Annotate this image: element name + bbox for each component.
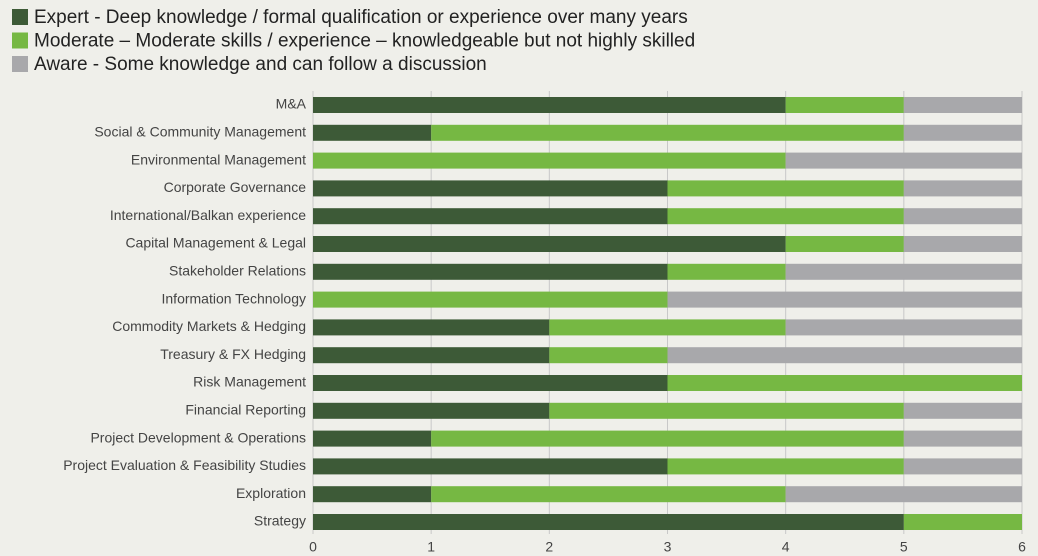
bar-segment bbox=[785, 97, 904, 113]
legend-label: Aware - Some knowledge and can follow a … bbox=[34, 54, 487, 75]
y-tick-label: Project Evaluation & Feasibility Studies bbox=[63, 457, 306, 473]
bar-segment bbox=[667, 180, 904, 197]
bar-segment bbox=[313, 208, 668, 225]
bar-segment bbox=[903, 97, 1022, 113]
x-tick-label: 1 bbox=[427, 539, 435, 555]
y-tick-label: Commodity Markets & Hedging bbox=[112, 318, 306, 334]
legend-label: Expert - Deep knowledge / formal qualifi… bbox=[34, 7, 688, 28]
bar-segment bbox=[785, 319, 1022, 336]
bar-segment bbox=[431, 124, 904, 141]
x-tick-label: 6 bbox=[1018, 539, 1026, 555]
bar-segment bbox=[785, 152, 1022, 169]
bar-segment bbox=[313, 319, 550, 336]
y-tick-label: Financial Reporting bbox=[185, 402, 306, 418]
bar-segment bbox=[667, 208, 904, 225]
bar-segment bbox=[431, 430, 904, 447]
y-tick-label: Information Technology bbox=[162, 290, 307, 306]
bar-segment bbox=[667, 347, 1022, 364]
bar-segment bbox=[549, 347, 668, 364]
bar-segment bbox=[667, 263, 786, 280]
bar-segment bbox=[785, 263, 1022, 280]
x-tick-label: 4 bbox=[782, 539, 790, 555]
y-tick-label: Treasury & FX Hedging bbox=[160, 346, 306, 362]
legend-swatch bbox=[12, 9, 28, 25]
y-tick-label: Capital Management & Legal bbox=[125, 235, 306, 251]
bar-segment bbox=[785, 486, 1022, 503]
legend-swatch bbox=[12, 32, 28, 49]
bar-segment bbox=[313, 152, 786, 169]
x-tick-label: 5 bbox=[900, 539, 908, 555]
legend-label: Moderate – Moderate skills / experience … bbox=[34, 31, 695, 52]
bar-segment bbox=[785, 236, 904, 252]
legend-swatch bbox=[12, 56, 28, 72]
y-tick-label: Exploration bbox=[236, 485, 306, 501]
bar-segment bbox=[667, 458, 904, 475]
y-tick-label: International/Balkan experience bbox=[110, 207, 306, 223]
bar-segment bbox=[313, 486, 432, 503]
bar-segment bbox=[313, 375, 668, 391]
bar-segment bbox=[903, 124, 1022, 141]
bar-segment bbox=[431, 486, 786, 503]
y-tick-label: Project Development & Operations bbox=[90, 429, 306, 445]
bar-segment bbox=[903, 236, 1022, 252]
bar-segment bbox=[313, 514, 904, 530]
bar-segment bbox=[549, 319, 786, 336]
bar-segment bbox=[313, 124, 432, 141]
bar-segment bbox=[313, 236, 786, 252]
y-tick-label: Stakeholder Relations bbox=[169, 263, 306, 279]
bar-segment bbox=[313, 263, 668, 280]
bar-segment bbox=[903, 514, 1022, 530]
y-tick-label: Corporate Governance bbox=[164, 179, 307, 195]
bar-segment bbox=[903, 458, 1022, 475]
bar-segment bbox=[313, 347, 550, 364]
bar-segment bbox=[667, 291, 1022, 308]
x-tick-label: 2 bbox=[545, 539, 553, 555]
bar-segment bbox=[313, 402, 550, 419]
y-tick-label: Social & Community Management bbox=[94, 124, 306, 140]
bar-segment bbox=[903, 180, 1022, 197]
y-tick-label: Risk Management bbox=[193, 374, 306, 390]
y-tick-label: Environmental Management bbox=[131, 151, 306, 167]
y-tick-label: M&A bbox=[276, 96, 307, 112]
bar-segment bbox=[313, 458, 668, 475]
x-tick-label: 3 bbox=[664, 539, 672, 555]
bar-segment bbox=[313, 430, 432, 447]
bar-segment bbox=[903, 430, 1022, 447]
bar-segment bbox=[903, 208, 1022, 225]
bar-segment bbox=[549, 402, 904, 419]
bar-segment bbox=[667, 375, 1022, 391]
bar-segment bbox=[313, 291, 668, 308]
bar-segment bbox=[903, 402, 1022, 419]
x-tick-label: 0 bbox=[309, 539, 317, 555]
y-tick-label: Strategy bbox=[254, 513, 306, 529]
bar-segment bbox=[313, 97, 786, 113]
bar-segment bbox=[313, 180, 668, 197]
